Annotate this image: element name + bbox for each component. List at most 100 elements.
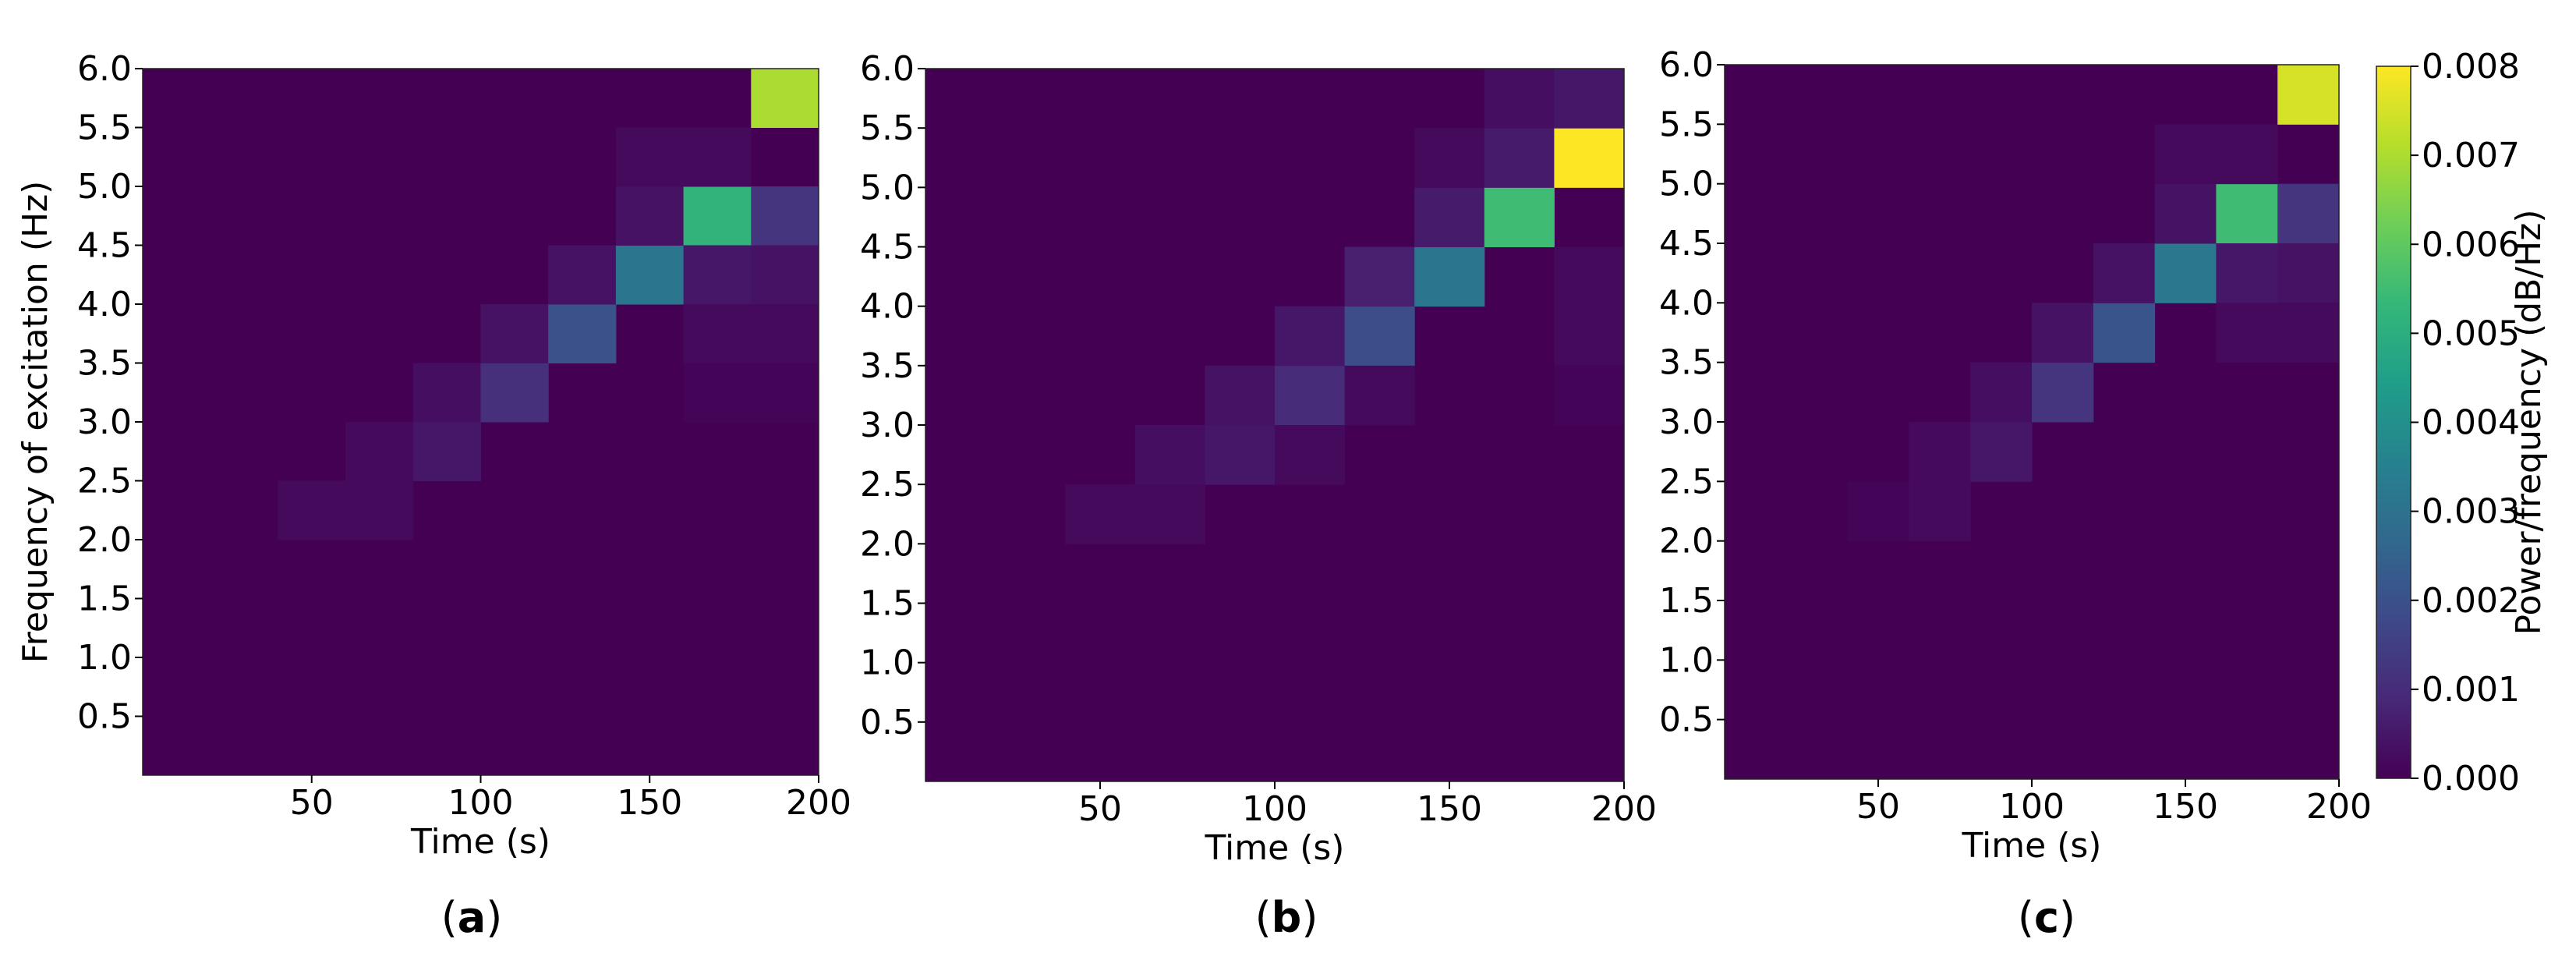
- y-tick-label: 3.5: [77, 344, 132, 384]
- x-tick-label: 50: [1078, 789, 1122, 829]
- heatmap-cell: [412, 422, 481, 481]
- colorbar-tick-label: 0.000: [2422, 759, 2520, 799]
- heatmap-cell: [2093, 243, 2156, 303]
- y-tick-label: 4.0: [860, 287, 915, 327]
- heatmap-cell: [1134, 425, 1205, 485]
- y-tick-label: 5.5: [860, 108, 915, 148]
- heatmap-cell: [751, 245, 819, 305]
- heatmap-cell: [1344, 306, 1415, 367]
- heatmap-cell: [751, 363, 819, 423]
- y-tick-label: 1.0: [860, 643, 915, 683]
- y-tick-label: 6.0: [77, 49, 132, 89]
- heatmap-cell: [2093, 303, 2156, 363]
- heatmap-cell: [1554, 128, 1625, 188]
- y-tick-label: 5.0: [1659, 165, 1714, 204]
- heatmap-cell: [615, 186, 685, 246]
- x-tick-label: 100: [1999, 787, 2065, 827]
- y-tick-label: 4.0: [77, 285, 132, 324]
- x-axis-label: Time (s): [410, 822, 550, 862]
- y-tick-label: 5.5: [1659, 105, 1714, 144]
- heatmap-cell: [1275, 425, 1346, 485]
- y-tick-label: 5.0: [77, 167, 132, 207]
- y-tick-label: 2.5: [860, 465, 915, 505]
- heatmap-cell: [751, 186, 819, 246]
- heatmap-cell: [683, 186, 752, 246]
- y-tick-label: 4.0: [1659, 283, 1714, 323]
- y-tick-label: 3.0: [1659, 402, 1714, 442]
- heatmap-cell: [412, 363, 481, 423]
- y-tick-label: 2.0: [860, 524, 915, 564]
- y-tick-label: 6.0: [860, 49, 915, 89]
- heatmap-cell: [1205, 425, 1276, 485]
- heatmap-panel-a: 50 100 150 200 0.5 1.0 1.5 2.0 2.5 3.0 3.5 4.0 4.5 5.…: [16, 49, 851, 942]
- heatmap-cell: [548, 245, 617, 305]
- colorbar-tick-label: 0.006: [2422, 225, 2520, 264]
- y-tick-label: 2.0: [77, 520, 132, 560]
- heatmap-cell: [1414, 246, 1485, 307]
- y-tick-label: 0.5: [860, 703, 915, 742]
- heatmap-cell: [1344, 246, 1415, 307]
- y-tick-label: 3.5: [1659, 343, 1714, 383]
- colorbar-tick-label: 0.003: [2422, 492, 2520, 532]
- heatmap-cell: [2216, 183, 2278, 244]
- y-tick-label: 1.5: [1659, 581, 1714, 621]
- x-tick-label: 150: [1417, 789, 1482, 829]
- heatmap-cell: [2032, 303, 2094, 363]
- heatmap-cell: [480, 304, 549, 363]
- heatmap-cell: [1344, 365, 1415, 426]
- heatmap-cell: [1484, 69, 1555, 129]
- heatmap-cell: [2216, 124, 2278, 185]
- heatmap-cell: [480, 363, 549, 423]
- y-tick-label: 3.0: [77, 402, 132, 442]
- y-tick-label: 3.0: [860, 406, 915, 445]
- heatmap-cell: [2277, 183, 2340, 244]
- x-axis-label: Time (s): [1205, 828, 1345, 868]
- heatmap-cell: [2216, 243, 2278, 303]
- y-axis-label: Frequency of excitation (Hz): [16, 181, 55, 664]
- heatmap-cell: [1554, 365, 1625, 426]
- heatmap-cell: [1847, 481, 1909, 542]
- heatmap-cell: [345, 480, 414, 540]
- colorbar: 0.000 0.001 0.002 0.003 0.004 0.005 0.006 0.007…: [2376, 47, 2549, 799]
- heatmap-cell: [2277, 65, 2340, 125]
- colorbar-tick-label: 0.004: [2422, 403, 2520, 443]
- x-axis-label: Time (s): [1962, 826, 2102, 866]
- x-tick-label: 50: [1856, 787, 1900, 827]
- heatmap-cell: [683, 304, 752, 363]
- y-tick-label: 4.5: [1659, 224, 1714, 264]
- colorbar-gradient: [2376, 66, 2411, 779]
- heatmap-cell: [683, 245, 752, 305]
- heatmap-cell: [1554, 246, 1625, 307]
- y-tick-label: 4.5: [77, 226, 132, 266]
- heatmap-cell: [2277, 243, 2340, 303]
- x-tick-label: 150: [617, 783, 682, 823]
- heatmap-cell: [548, 304, 617, 363]
- heatmap-cell: [2216, 303, 2278, 363]
- heatmap-cell: [615, 245, 685, 305]
- heatmap-cell: [1414, 187, 1485, 247]
- heatmap-cell: [1970, 422, 2033, 482]
- heatmap-cell: [751, 69, 819, 128]
- heatmap-cell: [1554, 69, 1625, 129]
- heatmap-cell: [2154, 124, 2217, 185]
- y-tick-label: 1.0: [77, 638, 132, 678]
- heatmap-cell: [751, 304, 819, 363]
- heatmap-cell: [2154, 243, 2217, 303]
- colorbar-tick-label: 0.001: [2422, 670, 2520, 710]
- colorbar-tick-label: 0.002: [2422, 581, 2520, 621]
- x-tick-label: 200: [786, 783, 851, 823]
- y-tick-label: 1.5: [77, 579, 132, 619]
- y-tick-label: 5.0: [860, 168, 915, 207]
- heatmap-cell: [2032, 362, 2094, 423]
- heatmap-cell: [1970, 362, 2033, 423]
- heatmap-cell: [278, 480, 346, 540]
- y-tick-label: 5.5: [77, 108, 132, 148]
- heatmap-cell: [2154, 183, 2217, 244]
- heatmap-cell: [1909, 422, 1971, 482]
- y-tick-label: 2.5: [1659, 462, 1714, 501]
- y-tick-label: 0.5: [1659, 700, 1714, 740]
- x-tick-label: 200: [2306, 787, 2372, 827]
- heatmap-cell: [1205, 365, 1276, 426]
- heatmap-cell: [345, 422, 414, 481]
